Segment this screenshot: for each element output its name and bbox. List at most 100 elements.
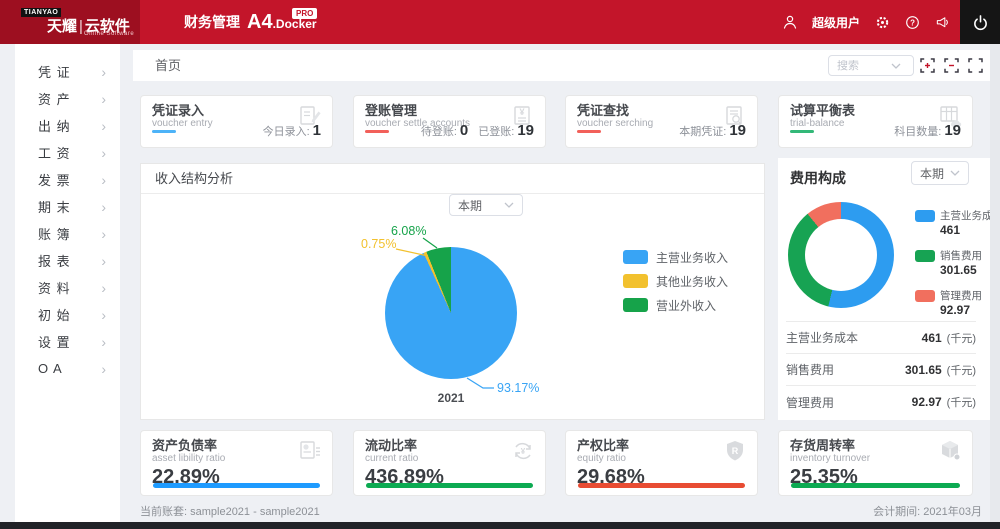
card-voucher-search[interactable]: 凭证查找 voucher serching 本期凭证: 19 xyxy=(565,95,758,148)
svg-text:?: ? xyxy=(910,18,915,27)
svg-text:R: R xyxy=(732,446,739,456)
legend-swatch xyxy=(915,249,935,262)
pie-label-leader xyxy=(466,377,494,389)
zoom-out-icon[interactable] xyxy=(944,58,959,73)
asset-ratio-icon xyxy=(300,441,320,459)
svg-text:¥: ¥ xyxy=(519,107,524,117)
chevron-down-icon xyxy=(891,63,901,69)
card-settle-accounts[interactable]: 登账管理 voucher settle accounts ¥ 待登账: 0 已登账… xyxy=(353,95,546,148)
legend-item-selling-expense[interactable]: 销售费用 301.65 xyxy=(915,248,1000,277)
legend-item-main-income[interactable]: 主营业务收入 xyxy=(623,250,728,265)
sidebar-item-invoice[interactable]: 发 票 xyxy=(15,166,120,193)
legend-item-main-cost[interactable]: 主营业务成本 461 xyxy=(915,208,1000,237)
chevron-right-icon xyxy=(101,65,106,79)
chevron-right-icon xyxy=(101,281,106,295)
module-title: 财务管理 xyxy=(184,14,240,30)
legend-item-other-income[interactable]: 其他业务收入 xyxy=(623,274,728,289)
card-current-ratio[interactable]: 流动比率 current ratio ¥ 436.89% xyxy=(353,430,546,496)
legend-item-non-operating-income[interactable]: 营业外收入 xyxy=(623,298,728,313)
card-inventory-turnover[interactable]: 存货周转率 inventory turnover 25.35% xyxy=(778,430,973,496)
settle-accounts-icon: ¥ xyxy=(514,106,530,125)
sidebar-item-voucher[interactable]: 凭 证 xyxy=(15,58,120,85)
chevron-right-icon xyxy=(101,227,106,241)
sidebar-item-settings[interactable]: 设 置 xyxy=(15,328,120,355)
legend-swatch xyxy=(623,298,648,312)
help-icon[interactable]: ? xyxy=(904,14,920,30)
breadcrumb[interactable]: 首页 xyxy=(155,58,182,73)
expense-legend: 主营业务成本 461 销售费用 301.65 管理费用 92.97 xyxy=(915,208,1000,328)
pro-badge: PRO xyxy=(292,8,318,19)
expense-rows: 主营业务成本 461 (千元) 销售费用 301.65 (千元) 管理费用 92.97 (千… xyxy=(786,321,976,418)
brand-logo[interactable]: TIANYAO 天耀 | 云软件 Online Software xyxy=(0,0,140,44)
expense-donut-chart[interactable] xyxy=(788,202,894,308)
card-voucher-entry[interactable]: 凭证录入 voucher entry 今日录入: 1 xyxy=(140,95,333,148)
inventory-cube-icon xyxy=(942,441,961,461)
sidebar-item-assets[interactable]: 资 产 xyxy=(15,85,120,112)
toolbar: 首页 xyxy=(133,50,990,81)
sidebar-item-initial[interactable]: 初 始 xyxy=(15,301,120,328)
ratio-bar xyxy=(578,483,745,488)
sidebar-item-reports[interactable]: 报 表 xyxy=(15,247,120,274)
legend-item-admin-expense[interactable]: 管理费用 92.97 xyxy=(915,288,1000,317)
product-name: A4 .Docker xyxy=(247,11,317,33)
income-pie-chart[interactable] xyxy=(385,247,517,379)
sidebar-item-oa[interactable]: O A xyxy=(15,355,120,382)
voucher-search-icon xyxy=(726,106,742,125)
brand-tagline: Online Software xyxy=(84,31,135,37)
accent-dash xyxy=(577,129,601,133)
voucher-entry-icon xyxy=(300,106,321,125)
svg-text:¥: ¥ xyxy=(521,447,526,456)
expense-row: 销售费用 301.65 (千元) xyxy=(786,354,976,386)
expense-period-select[interactable]: 本期 xyxy=(911,161,969,185)
sidebar-item-cashier[interactable]: 出 纳 xyxy=(15,112,120,139)
expense-composition-panel: 费用构成 本期 主营业务成本 461 销售费用 301.65 管理费用 92.9… xyxy=(778,158,1000,420)
trial-balance-icon xyxy=(940,106,962,127)
card-trial-balance[interactable]: 试算平衡表 trial-balance 科目数量: 19 xyxy=(778,95,973,148)
chevron-right-icon xyxy=(101,119,106,133)
user-icon[interactable] xyxy=(782,14,798,30)
card-equity-ratio[interactable]: 产权比率 equity ratio R 29.68% xyxy=(565,430,758,496)
chevron-down-icon xyxy=(950,170,960,176)
sidebar-item-data[interactable]: 资 料 xyxy=(15,274,120,301)
gear-icon[interactable] xyxy=(874,14,890,30)
pie-label-other: 0.75% xyxy=(361,237,397,251)
app-header: TIANYAO 天耀 | 云软件 Online Software 财务管理 A4 .D… xyxy=(0,0,1000,44)
chevron-down-icon xyxy=(504,202,514,208)
legend-swatch xyxy=(623,274,648,288)
zoom-in-icon[interactable] xyxy=(920,58,935,73)
income-period-select[interactable]: 本期 xyxy=(449,194,523,216)
legend-swatch xyxy=(623,250,648,264)
brand-badge: TIANYAO xyxy=(21,8,62,17)
current-account-set: 当前账套: sample2021 - sample2021 xyxy=(140,506,320,518)
search-input[interactable] xyxy=(829,59,891,72)
accent-dash xyxy=(152,129,176,133)
accounting-period: 会计期间: 2021年03月 xyxy=(873,506,982,518)
sidebar-item-ledgers[interactable]: 账 簿 xyxy=(15,220,120,247)
scrollbar[interactable] xyxy=(990,44,1000,522)
equity-shield-icon: R xyxy=(727,441,743,461)
current-ratio-icon: ¥ xyxy=(515,443,531,459)
expense-row: 管理费用 92.97 (千元) xyxy=(786,395,976,410)
expense-row: 主营业务成本 461 (千元) xyxy=(786,322,976,354)
search-combobox[interactable] xyxy=(828,55,914,76)
fullscreen-icon[interactable] xyxy=(968,58,983,73)
chevron-right-icon xyxy=(101,173,106,187)
pie-label-non-operating: 6.08% xyxy=(391,224,427,238)
sidebar-item-payroll[interactable]: 工 资 xyxy=(15,139,120,166)
logout-power-button[interactable] xyxy=(960,0,1000,44)
announcement-icon[interactable] xyxy=(934,14,950,30)
legend-swatch xyxy=(915,209,935,222)
chevron-right-icon xyxy=(101,335,106,349)
income-legend: 主营业务收入 其他业务收入 营业外收入 xyxy=(623,250,728,322)
chevron-right-icon xyxy=(101,308,106,322)
chevron-right-icon xyxy=(101,200,106,214)
username[interactable]: 超级用户 xyxy=(811,15,860,30)
toolbar-icons xyxy=(920,58,983,73)
power-icon xyxy=(973,14,987,30)
sidebar-item-period-end[interactable]: 期 末 xyxy=(15,193,120,220)
chevron-right-icon xyxy=(101,254,106,268)
header-actions: 超级用户 ? xyxy=(782,0,960,44)
card-asset-liability-ratio[interactable]: 资产负债率 asset libility ratio 22.89% xyxy=(140,430,333,496)
sidebar-nav: 凭 证 资 产 出 纳 工 资 发 票 期 末 账 簿 报 表 资 料 初 始 … xyxy=(15,44,120,522)
